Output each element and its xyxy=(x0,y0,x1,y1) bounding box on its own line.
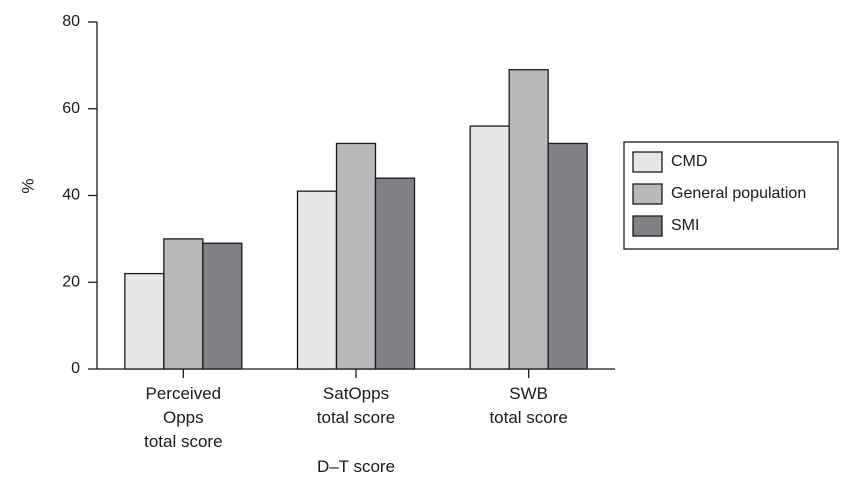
bar xyxy=(202,242,243,370)
x-tick-label: SWB xyxy=(509,384,548,403)
x-axis-title: D–T score xyxy=(317,457,395,476)
bar xyxy=(374,177,416,370)
x-tick-label: total score xyxy=(144,432,222,451)
x-tick-label: total score xyxy=(489,408,567,427)
legend: CMD General population SMI xyxy=(623,141,839,250)
y-tick-label: 40 xyxy=(62,187,80,204)
legend-label: CMD xyxy=(671,153,707,170)
y-tick-label: 80 xyxy=(62,13,80,30)
bar xyxy=(296,190,338,370)
x-axis xyxy=(97,368,615,378)
legend-swatch xyxy=(632,151,663,173)
legend-label: SMI xyxy=(671,217,699,234)
y-axis: 0 20 40 60 80 xyxy=(62,13,98,377)
bar xyxy=(335,142,377,370)
bar xyxy=(469,125,510,370)
category-labels: Perceived Opps total score SatOpps total sco… xyxy=(144,384,568,451)
x-tick-label: Opps xyxy=(163,408,204,427)
x-tick-label: total score xyxy=(317,408,395,427)
legend-swatch xyxy=(632,215,663,237)
legend-label: General population xyxy=(671,185,806,202)
bar xyxy=(547,142,588,370)
y-tick-label: 0 xyxy=(71,360,80,377)
bar xyxy=(163,238,204,370)
x-tick-label: Perceived xyxy=(146,384,222,403)
bars-group xyxy=(124,69,588,370)
bar xyxy=(124,272,165,370)
y-axis-title: % xyxy=(18,178,37,193)
bar xyxy=(508,69,549,370)
y-tick-label: 60 xyxy=(62,100,80,117)
legend-swatch xyxy=(632,183,663,205)
y-tick-label: 20 xyxy=(62,273,80,290)
x-tick-label: SatOpps xyxy=(323,384,389,403)
